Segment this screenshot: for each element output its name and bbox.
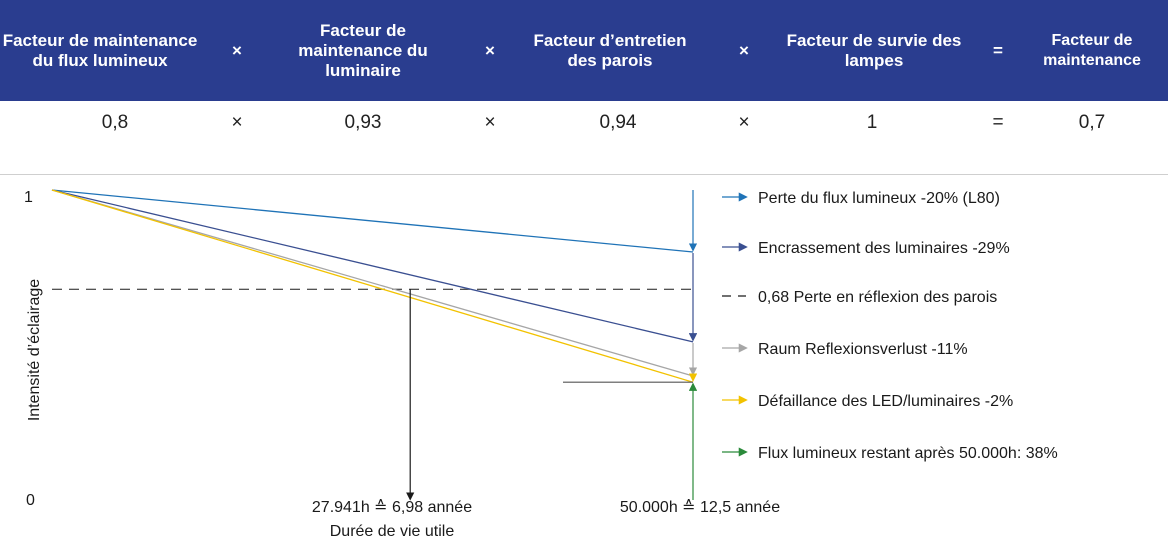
header-maintenance-factor: Facteur de maintenance [1043,31,1141,69]
series-line-3 [51,189,694,377]
header-lamp-survival: Facteur de survie des lampes [786,30,962,70]
y-tick-1: 1 [24,189,33,206]
header-room-surface-maintenance: Facteur d’entretien des parois [533,30,687,70]
legend-label-5: Défaillance des LED/luminaires -2% [758,393,1013,410]
value-multiply-2: × [484,112,496,133]
legend-label-2: Encrassement des luminaires -29% [758,240,1010,257]
header-multiply-2: × [485,40,495,60]
x-annotation-lifetime: 27.941h ≙ 6,98 année [312,499,472,516]
series-line-2 [51,189,694,343]
y-tick-0: 0 [26,492,35,509]
value-luminaire-maintenance: 0,93 [344,112,382,133]
value-multiply-1: × [231,112,243,133]
x-annotation-50000h: 50.000h ≙ 12,5 année [620,499,780,516]
series-line-1 [51,189,694,253]
legend-label-4: Raum Reflexionsverlust -11% [758,341,968,358]
header-luminaire-maintenance: Facteur de maintenance du luminaire [298,20,428,80]
y-axis-label: Intensité d’éclairage [26,279,43,421]
separator-line [0,174,1168,175]
header-multiply-3: × [739,40,749,60]
value-lumen-maintenance: 0,8 [101,112,129,133]
factor-table-header: Facteur de maintenance du flux lumineux … [0,0,1168,101]
value-equals: = [992,112,1004,133]
series-line-4 [51,189,694,383]
value-maintenance-factor: 0,7 [1078,112,1106,133]
maintenance-chart: Intensité d’éclairage 1 0 27.941h ≙ 6,98… [24,189,1058,540]
header-equals: = [993,40,1003,60]
factor-table-values: 0,8 × 0,93 × 0,94 × 1 = 0,7 [0,101,1168,145]
legend-label-6: Flux lumineux restant après 50.000h: 38% [758,445,1058,462]
series-lines [51,189,694,383]
legend: Perte du flux lumineux -20% (L80) Encrass… [722,190,1058,462]
x-annotation-lifetime-caption: Durée de vie utile [330,523,455,540]
value-multiply-3: × [738,112,750,133]
value-room-surface-maintenance: 0,94 [599,112,637,133]
legend-label-1: Perte du flux lumineux -20% (L80) [758,190,1000,207]
header-lumen-maintenance: Facteur de maintenance du flux lumineux [2,30,198,70]
header-multiply-1: × [232,40,242,60]
value-lamp-survival: 1 [866,112,878,133]
legend-label-3: 0,68 Perte en réflexion des parois [758,289,997,306]
